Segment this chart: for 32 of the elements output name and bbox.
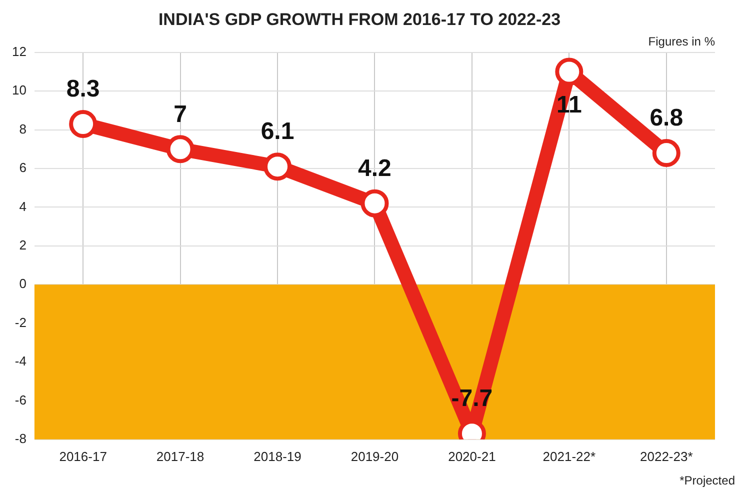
x-tick-label: 2018-19 xyxy=(254,448,302,464)
x-tick-label: 2021-22* xyxy=(542,448,596,464)
point xyxy=(652,139,680,168)
y-tick-label: 4 xyxy=(19,198,26,214)
y-tick-label: 10 xyxy=(12,82,26,98)
chart-title: INDIA'S GDP GROWTH FROM 2016-17 TO 2022-23 xyxy=(158,10,561,29)
data-label: 8.3 xyxy=(66,76,100,103)
x-tick-label: 2020-21 xyxy=(448,448,496,464)
text: Figures in % xyxy=(648,34,716,49)
y-tick-label: -2 xyxy=(14,314,26,330)
point xyxy=(555,58,584,86)
data-label: 6.1 xyxy=(260,118,294,146)
y-tick-label: 2 xyxy=(19,237,26,252)
y-tick-label: -8 xyxy=(14,430,26,446)
y-tick-label: 12 xyxy=(12,44,26,59)
point xyxy=(166,135,194,164)
point xyxy=(69,110,98,138)
x-tick-label: 2017-18 xyxy=(156,448,204,464)
data-label: 6.8 xyxy=(650,104,684,132)
y-tick-label: 0 xyxy=(19,276,26,292)
y-tick-label: -6 xyxy=(14,392,26,408)
point xyxy=(360,189,389,218)
x-tick-label: 2016-17 xyxy=(59,448,107,464)
text: *Projected xyxy=(680,473,735,488)
data-label: 7 xyxy=(174,100,187,128)
y-tick-label: -4 xyxy=(14,354,26,369)
y-tick-label: 6 xyxy=(19,160,26,176)
data-label: 4.2 xyxy=(358,154,392,182)
x-tick-label: 2019-20 xyxy=(350,448,399,464)
y-tick-label: 8 xyxy=(19,121,26,136)
point xyxy=(264,152,292,181)
x-tick-label: 2022-23* xyxy=(640,448,693,464)
